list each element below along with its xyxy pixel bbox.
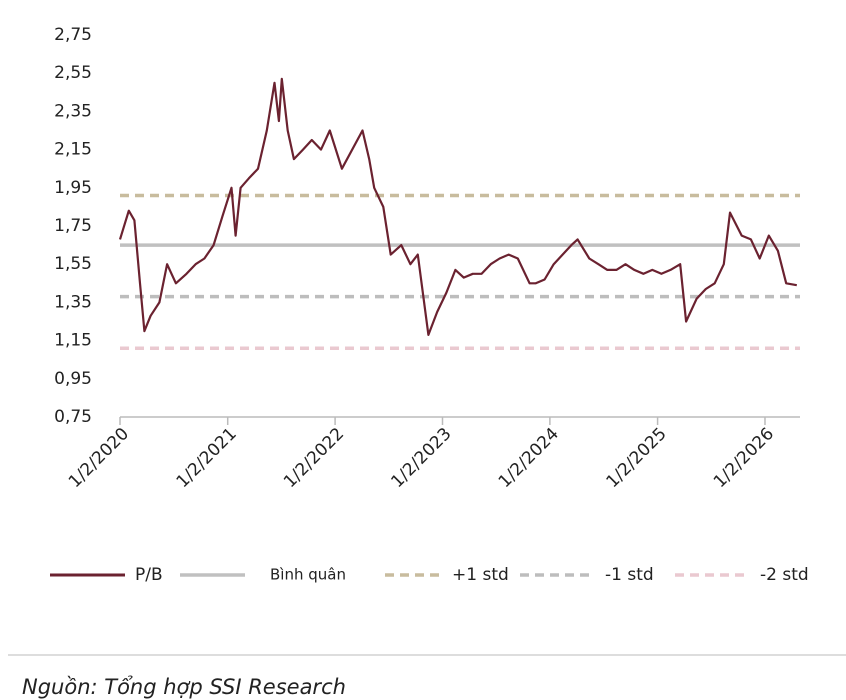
x-tick-label: 1/2/2021 <box>173 424 241 492</box>
source-note: Nguồn: Tổng hợp SSI Research <box>22 675 346 699</box>
x-tick-label: 1/2/2020 <box>65 424 133 492</box>
y-tick-label: 1,15 <box>54 331 92 351</box>
y-tick-label: 0,75 <box>54 407 92 427</box>
y-tick-label: 1,35 <box>54 292 92 312</box>
y-tick-label: 2,75 <box>54 25 92 45</box>
x-tick-label: 1/2/2026 <box>710 424 778 492</box>
legend-label: +1 std <box>452 565 509 585</box>
legend-label: -2 std <box>760 565 809 585</box>
y-tick-label: 2,15 <box>54 140 92 160</box>
y-tick-label: 1,95 <box>54 178 92 198</box>
y-tick-label: 2,35 <box>54 101 92 121</box>
x-tick-label: 1/2/2023 <box>387 424 455 492</box>
y-tick-label: 2,55 <box>54 63 92 83</box>
x-tick-label: 1/2/2025 <box>603 424 671 492</box>
legend-label: -1 std <box>605 565 654 585</box>
y-tick-label: 1,55 <box>54 254 92 274</box>
x-tick-label: 1/2/2024 <box>495 424 563 492</box>
legend-label: Bình quân <box>270 566 346 584</box>
series-line <box>118 77 797 336</box>
x-tick-label: 1/2/2022 <box>280 424 348 492</box>
legend-label: P/B <box>135 565 163 585</box>
y-tick-label: 0,95 <box>54 369 92 389</box>
y-tick-label: 1,75 <box>54 216 92 236</box>
